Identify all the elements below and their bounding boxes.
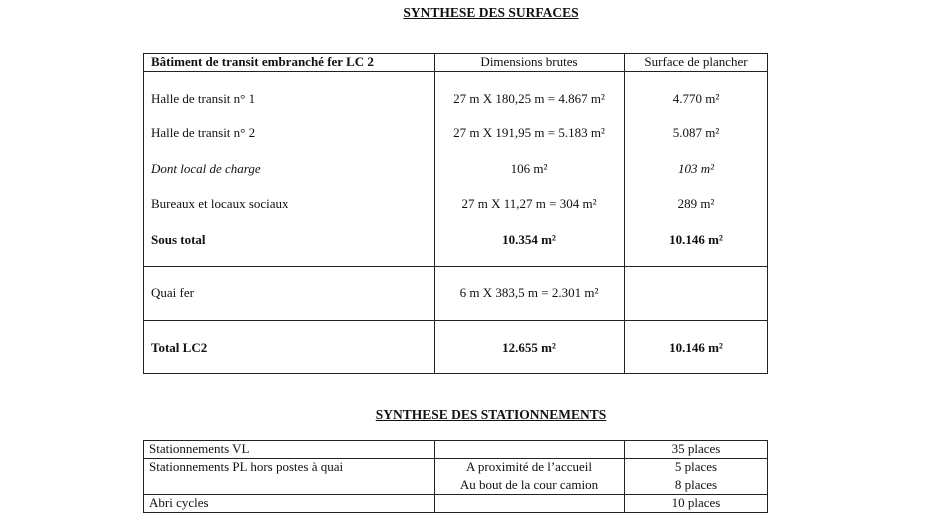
header-surface: Surface de plancher [644,54,748,69]
divider [143,458,768,459]
row-places: 8 places [674,477,718,492]
divider [143,494,768,495]
row-label: Quai fer [151,285,194,300]
header-building: Bâtiment de transit embranché fer LC 2 [151,54,374,69]
divider [143,373,768,374]
row-places: 5 places [674,459,718,474]
row-label: Sous total [151,232,206,247]
divider [143,440,144,513]
row-label: Bureaux et locaux sociaux [151,196,289,211]
row-dims: 106 m² [510,161,548,176]
divider [767,440,768,513]
row-label: Stationnements PL hors postes à quai [149,459,344,474]
divider [767,53,768,374]
divider [143,320,768,321]
divider [143,440,768,441]
divider [624,53,625,374]
row-surface: 289 m² [677,196,715,211]
row-surface: 10.146 m² [669,232,723,247]
divider [143,512,768,513]
row-places: 35 places [671,441,721,456]
row-surface: 103 m² [677,161,715,176]
divider [143,71,768,72]
row-dims: 27 m X 180,25 m = 4.867 m² [453,91,605,106]
parking-title: SYNTHESE DES STATIONNEMENTS [375,407,607,422]
divider [143,53,768,54]
divider [143,266,768,267]
row-places: 10 places [671,495,721,510]
row-surface: 5.087 m² [672,125,720,140]
divider [434,53,435,374]
header-dimensions: Dimensions brutes [480,54,578,69]
row-label: Abri cycles [149,495,209,510]
divider [143,53,144,374]
row-location: Au bout de la cour camion [459,477,599,492]
divider [624,440,625,513]
row-location: A proximité de l’accueil [466,459,592,474]
surfaces-title: SYNTHESE DES SURFACES [403,5,579,20]
row-label: Total LC2 [151,340,208,355]
row-dims: 12.655 m² [502,340,556,355]
row-label: Stationnements VL [149,441,250,456]
row-label: Halle de transit n° 2 [151,125,256,140]
row-dims: 27 m X 191,95 m = 5.183 m² [453,125,605,140]
row-surface: 10.146 m² [669,340,723,355]
row-surface: 4.770 m² [672,91,720,106]
row-label: Halle de transit n° 1 [151,91,256,106]
row-dims: 10.354 m² [502,232,556,247]
row-dims: 27 m X 11,27 m = 304 m² [461,196,597,211]
divider [434,440,435,513]
row-label: Dont local de charge [151,161,261,176]
row-dims: 6 m X 383,5 m = 2.301 m² [459,285,599,300]
